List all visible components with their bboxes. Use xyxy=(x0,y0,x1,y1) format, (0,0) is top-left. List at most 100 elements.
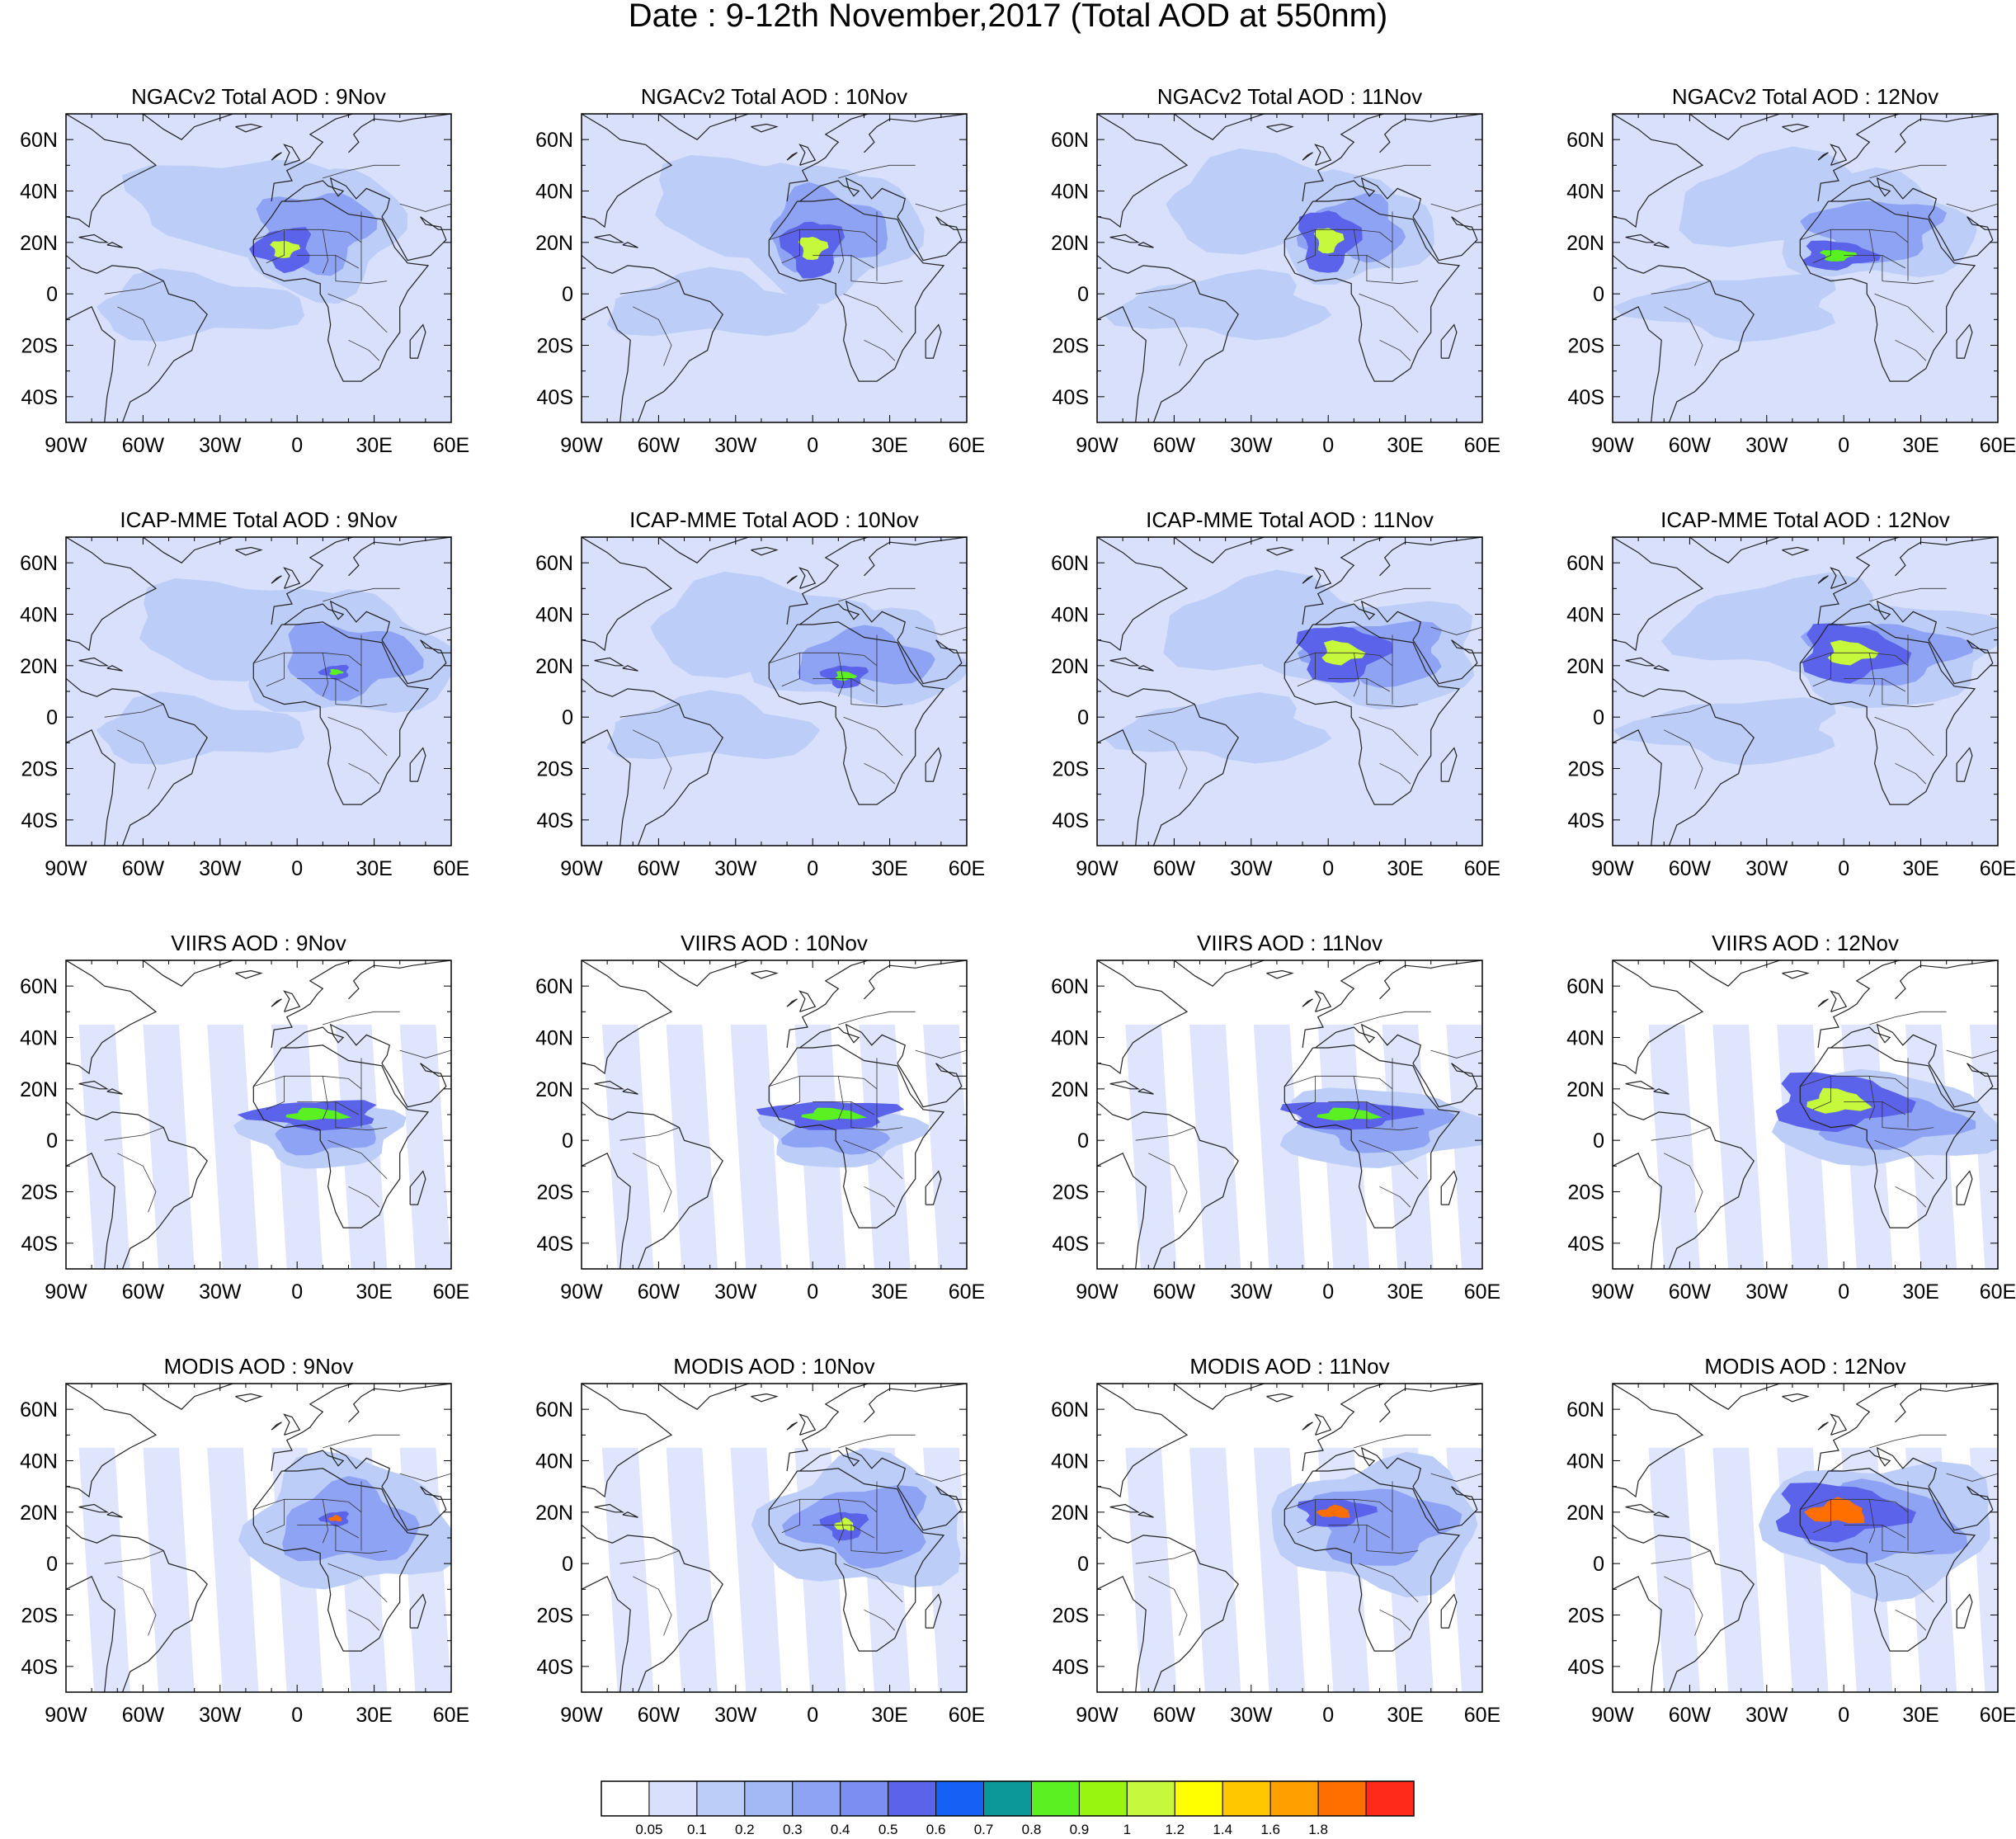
coastline xyxy=(864,114,967,153)
coastline xyxy=(1174,960,1265,987)
x-tick-label: 30W xyxy=(1230,434,1273,457)
x-tick-label: 60E xyxy=(1980,1704,2016,1727)
aod-field xyxy=(1097,960,1482,1269)
coastline xyxy=(799,1023,907,1064)
country-border xyxy=(1430,203,1482,212)
coastline xyxy=(622,1511,638,1518)
coastline xyxy=(1302,152,1313,161)
coastline xyxy=(798,1413,817,1436)
coastline xyxy=(1928,639,1998,685)
country-border xyxy=(322,653,329,697)
colorbar-swatch xyxy=(696,1780,746,1817)
coastline xyxy=(106,1088,123,1095)
map-panel: 90W 60W 30W 0 30E 60E 60N 40N 20N 0 20S 40S VIIRS AO… xyxy=(535,931,985,1304)
coastline xyxy=(1266,546,1294,556)
country-border xyxy=(117,1153,157,1213)
x-tick-label: 30E xyxy=(871,1280,907,1304)
y-tick-label: 20N xyxy=(1051,1078,1089,1101)
map-panel: 90W 60W 30W 0 30E 60E 60N 40N 20N 0 20S 40S NGACv2 T… xyxy=(535,84,985,457)
coastline xyxy=(582,1152,631,1269)
y-tick-label: 60N xyxy=(535,975,573,998)
country-border xyxy=(1379,1609,1411,1631)
coastline xyxy=(658,960,749,987)
aod-field xyxy=(1613,537,1998,846)
x-tick-label: 0 xyxy=(1838,434,1849,457)
colorbar-label: 1.4 xyxy=(1213,1822,1232,1837)
x-tick-label: 30E xyxy=(1387,434,1423,457)
country-border xyxy=(323,1011,400,1026)
x-tick-label: 90W xyxy=(1076,1704,1119,1727)
aod-hotspot xyxy=(1804,1497,1865,1524)
coastline xyxy=(271,998,282,1007)
country-border xyxy=(781,1076,800,1110)
colorbar-swatch xyxy=(935,1780,985,1817)
y-tick-label: 40S xyxy=(537,1656,573,1679)
coastline xyxy=(1314,144,1332,166)
country-border xyxy=(1135,1550,1195,1564)
country-border xyxy=(1354,1434,1431,1449)
map-panel: 90W 60W 30W 0 30E 60E 60N 40N 20N 0 20S 40S VIIRS AO… xyxy=(20,931,469,1304)
x-tick-label: 30E xyxy=(356,434,392,457)
x-tick-label: 60W xyxy=(122,1704,165,1727)
country-border xyxy=(348,1186,380,1208)
panel-title: ICAP-MME Total AOD : 9Nov xyxy=(120,507,397,532)
y-tick-label: 0 xyxy=(562,1553,573,1576)
coastline xyxy=(768,621,945,805)
coastline xyxy=(1895,114,1998,153)
coastline xyxy=(1097,537,1189,652)
coastline xyxy=(798,567,817,589)
country-border xyxy=(327,1563,388,1603)
coastline xyxy=(925,747,942,782)
coastline xyxy=(1956,1593,1973,1629)
x-tick-label: 30E xyxy=(1902,1280,1938,1304)
y-tick-label: 40S xyxy=(21,386,58,409)
coastline xyxy=(768,1468,945,1652)
panel-title: VIIRS AOD : 11Nov xyxy=(1197,931,1382,955)
coastline xyxy=(622,665,638,672)
country-border xyxy=(327,293,388,333)
y-tick-label: 20S xyxy=(537,335,573,358)
coastline xyxy=(1613,729,1662,846)
map-panel: 90W 60W 30W 0 30E 60E 60N 40N 20N 0 20S 40S VIIRS AO… xyxy=(1051,931,1500,1304)
colorbar-label: 1.6 xyxy=(1260,1822,1280,1837)
x-tick-label: 60W xyxy=(1669,434,1712,457)
colorbar-swatch xyxy=(744,1780,794,1817)
y-tick-label: 60N xyxy=(20,129,58,152)
x-tick-label: 60E xyxy=(949,1704,985,1727)
coastline xyxy=(1315,177,1422,218)
coastline xyxy=(381,639,451,685)
country-border xyxy=(322,229,329,274)
colorbar-swatch xyxy=(1030,1780,1080,1817)
coastline xyxy=(1956,747,1973,782)
x-tick-label: 30E xyxy=(1902,1704,1938,1727)
x-tick-label: 30E xyxy=(356,1280,392,1304)
coastline xyxy=(271,575,282,584)
y-tick-label: 40N xyxy=(535,604,573,627)
coastline xyxy=(1613,1524,1755,1692)
country-border xyxy=(1946,626,1998,635)
y-tick-label: 40S xyxy=(1568,809,1604,832)
y-tick-label: 20N xyxy=(1051,655,1089,678)
country-border xyxy=(323,587,400,602)
y-tick-label: 60N xyxy=(1566,975,1604,998)
country-border xyxy=(1874,293,1934,333)
coastline xyxy=(1928,1063,1998,1108)
colorbar-frame xyxy=(601,1780,1415,1817)
country-border xyxy=(850,678,903,708)
y-tick-label: 20S xyxy=(537,1605,573,1628)
x-tick-label: 30W xyxy=(1230,857,1273,880)
y-tick-label: 40S xyxy=(1568,386,1604,409)
coastline xyxy=(799,600,907,641)
coastline xyxy=(1830,1446,1938,1488)
country-border xyxy=(1946,1473,1998,1482)
coastline xyxy=(1284,1044,1461,1228)
country-border xyxy=(1812,1499,1832,1534)
panel-grid: 90W 60W 30W 0 30E 60E 60N 40N 20N 0 20S 40S NGACv2 T… xyxy=(20,84,2016,1727)
x-tick-label: 90W xyxy=(1076,1280,1119,1304)
coastline xyxy=(1895,1384,1998,1423)
map-panel: 90W 60W 30W 0 30E 60E 60N 40N 20N 0 20S 40S NGACv2 T… xyxy=(20,84,469,457)
coastline xyxy=(1379,960,1482,1000)
coastline xyxy=(1109,1503,1140,1513)
coastline xyxy=(1284,198,1461,382)
x-tick-label: 0 xyxy=(1322,1704,1334,1727)
